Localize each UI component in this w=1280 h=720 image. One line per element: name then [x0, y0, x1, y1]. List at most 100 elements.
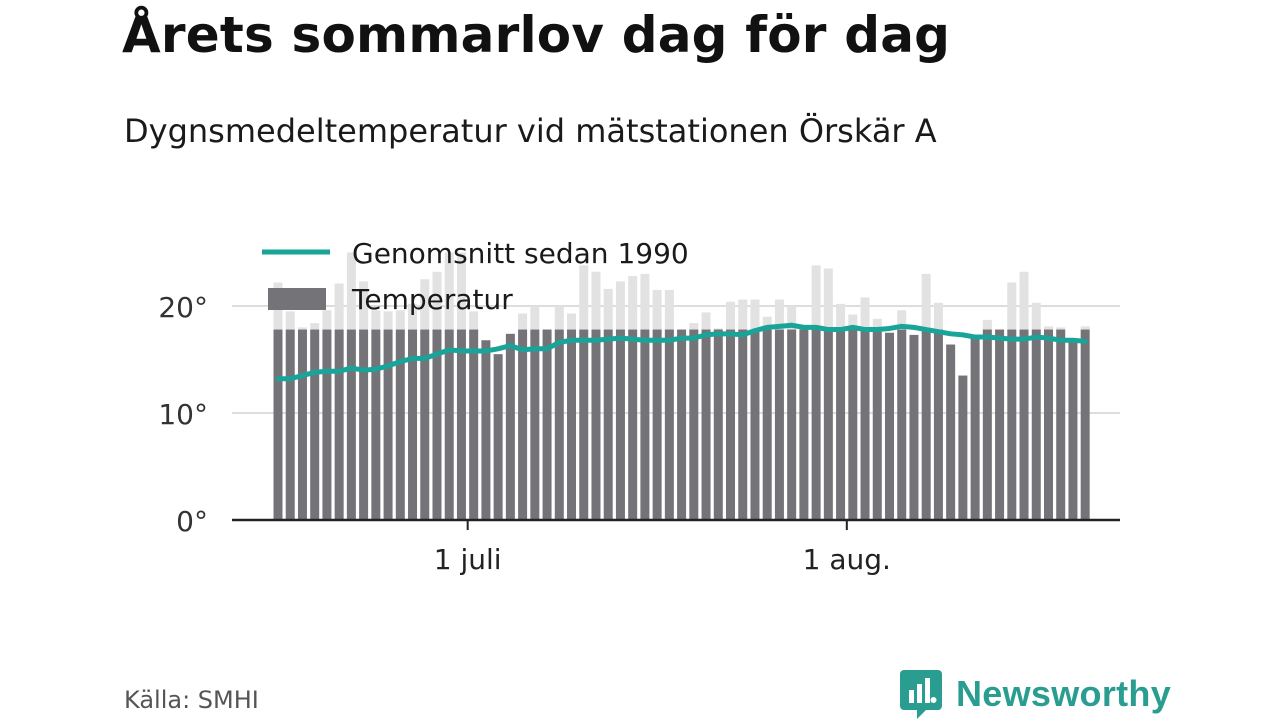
bar [322, 329, 332, 520]
bar [444, 329, 454, 520]
bar-faded-segment [689, 323, 699, 330]
bar-faded-segment [664, 289, 674, 330]
brand-name: Newsworthy [956, 673, 1172, 714]
bar [469, 329, 479, 520]
bar [1056, 329, 1066, 520]
bar [628, 329, 638, 520]
bar-faded-segment [933, 302, 943, 330]
bar [640, 329, 650, 520]
bar [579, 329, 589, 520]
average-line [275, 322, 1088, 382]
chart-subtitle: Dygnsmedeltemperatur vid mätstationen Ör… [124, 112, 937, 150]
bar [420, 329, 430, 520]
bar [530, 329, 540, 520]
bar-faded-segment [518, 313, 528, 330]
bar [334, 329, 344, 520]
bar [726, 329, 736, 520]
bar-faded-segment [1007, 282, 1017, 330]
bar-faded-segment [848, 314, 858, 330]
bar [456, 329, 466, 520]
bar [518, 329, 528, 520]
bar-faded-segment [750, 299, 760, 330]
bar [774, 329, 784, 520]
bar [909, 334, 919, 520]
bar [1080, 329, 1090, 520]
source-note: Källa: SMHI [124, 686, 259, 714]
bar [970, 335, 980, 520]
bar [603, 329, 613, 520]
bar [738, 329, 748, 520]
bar-faded-segment [420, 279, 430, 330]
bar [505, 333, 515, 520]
bar-faded-segment [567, 313, 577, 330]
bar-faded-segment [823, 268, 833, 330]
bar [652, 329, 662, 520]
bar-faded-segment [921, 273, 931, 330]
bar-faded-segment [628, 276, 638, 330]
bar-faded-segment [738, 299, 748, 330]
bar-faded-segment [359, 281, 369, 330]
bar [1068, 339, 1078, 520]
bar [872, 329, 882, 520]
bar [836, 329, 846, 520]
bar [1007, 329, 1017, 520]
bar-faded-segment [310, 323, 320, 330]
newsworthy-logo-icon [900, 670, 942, 719]
bar [897, 329, 907, 520]
bar-faded-segment [640, 273, 650, 330]
bar-faded-segment [836, 303, 846, 330]
bar [885, 332, 894, 520]
bar-faded-segment [322, 310, 332, 330]
y-tick-label: 20° [158, 291, 208, 324]
brand-logo: Newsworthy [900, 668, 1171, 720]
bar [285, 329, 295, 520]
bar [689, 329, 699, 520]
bar [481, 340, 491, 520]
bar [787, 329, 797, 520]
bar-faded-segment [615, 281, 625, 330]
bar-faded-segment [444, 252, 454, 330]
bar-faded-segment [811, 265, 821, 330]
bar-faded-segment [456, 252, 466, 330]
bar [1019, 329, 1029, 520]
bar [701, 329, 711, 520]
bar-faded-segment [432, 271, 442, 330]
bar [615, 329, 625, 520]
bar [1031, 329, 1041, 520]
bar-faded-segment [603, 288, 613, 330]
bar-faded-segment [591, 271, 601, 330]
bar [273, 329, 283, 520]
bar [750, 329, 760, 520]
bar-faded-segment [469, 311, 479, 330]
bar-faded-segment [897, 310, 907, 330]
bar [408, 329, 418, 520]
bar [567, 329, 577, 520]
bar [762, 329, 772, 520]
bar [542, 329, 552, 520]
bar-faded-segment [787, 306, 797, 330]
bar-faded-segment [1080, 326, 1090, 330]
bar-faded-segment [982, 319, 992, 330]
bar [982, 329, 992, 520]
bar-faded-segment [554, 306, 564, 330]
legend-label: Genomsnitt sedan 1990 [352, 237, 689, 270]
bar [395, 329, 405, 520]
bar-faded-segment [762, 316, 772, 330]
bar [713, 329, 723, 520]
legend-bar-swatch [268, 288, 326, 310]
bar [921, 329, 931, 520]
legend-label: Temperatur [351, 283, 513, 316]
bar-faded-segment [713, 328, 723, 330]
bar-faded-segment [701, 312, 711, 330]
bar [310, 329, 320, 520]
bar-faded-segment [579, 265, 589, 330]
bar-faded-segment [1019, 271, 1029, 330]
bar [371, 329, 381, 520]
x-tick-label: 1 aug. [803, 543, 891, 576]
bar-faded-segment [860, 297, 870, 330]
bar-faded-segment [297, 327, 307, 330]
bar [799, 329, 809, 520]
bar [811, 329, 821, 520]
bar [848, 329, 858, 520]
bar [346, 329, 356, 520]
